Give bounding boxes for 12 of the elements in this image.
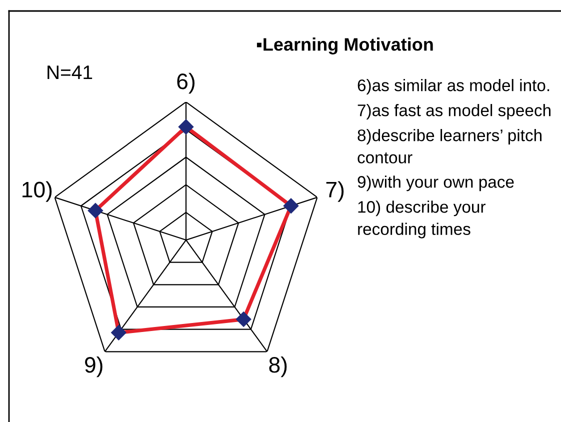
text: 9)with your own pace (358, 176, 514, 192)
chart-title: ▪Learning Motivation (256, 38, 433, 54)
spoke-label: 7) (326, 181, 344, 202)
text: N=41 (48, 66, 92, 80)
spoke-label: 8) (269, 356, 287, 378)
text: 10) describe your recording times (358, 200, 486, 238)
spoke-label: 9) (85, 356, 102, 378)
text: 8)describe learners’ pitch contour (358, 129, 542, 164)
text: 6)as similar as model into. (358, 79, 550, 95)
spoke-label: 6) (177, 72, 194, 94)
text: 7)as fast as model speech (358, 104, 550, 120)
spoke-label: 10) (22, 181, 52, 202)
